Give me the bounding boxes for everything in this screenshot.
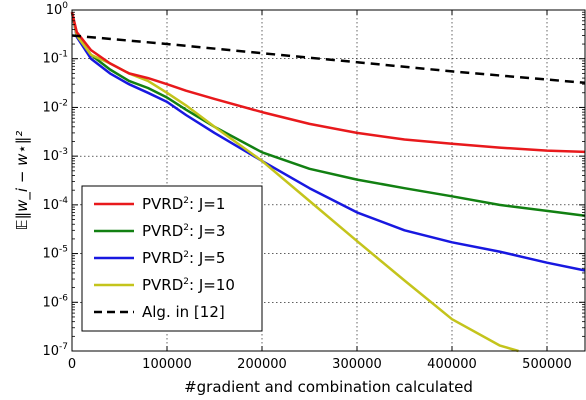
x-tick-label: 400000 [427,357,477,372]
legend-label: Alg. in [12] [142,303,225,321]
x-tick-label: 300000 [332,357,382,372]
axis-ticks: 0 100000 200000 300000 400000 500000 100 10-1 10… [42,1,585,372]
x-tick-label: 0 [68,357,76,372]
y-tick-label: 10-1 [42,50,68,67]
legend-label: PVRD2: J=5 [142,249,225,267]
x-tick-label: 100000 [142,357,192,372]
y-tick-label: 100 [46,1,69,18]
legend-label: PVRD2: J=3 [142,222,225,240]
y-tick-label: 10-3 [42,147,68,164]
series-line [70,11,519,353]
series-line [70,11,586,154]
plot-frame [71,9,586,352]
x-axis-title: #gradient and combination calculated [184,378,473,396]
legend: PVRD2: J=1 PVRD2: J=3 PVRD2: J=5 PVRD2: J=1… [81,185,263,332]
series-line [70,11,586,272]
y-axis-title: 𝔼‖w_i − w⋆‖² [13,131,32,231]
y-tick-label: 10-6 [42,293,68,310]
x-tick-label: 200000 [237,357,287,372]
legend-label: PVRD2: J=1 [142,195,225,213]
y-tick-label: 10-2 [42,98,68,115]
legend-label: PVRD2: J=10 [142,276,235,294]
x-tick-label: 500000 [522,357,572,372]
series-line [71,34,586,85]
y-tick-label: 10-5 [42,245,68,262]
series-group [70,11,586,353]
y-tick-label: 10-7 [42,342,68,359]
y-tick-label: 10-4 [42,196,68,213]
